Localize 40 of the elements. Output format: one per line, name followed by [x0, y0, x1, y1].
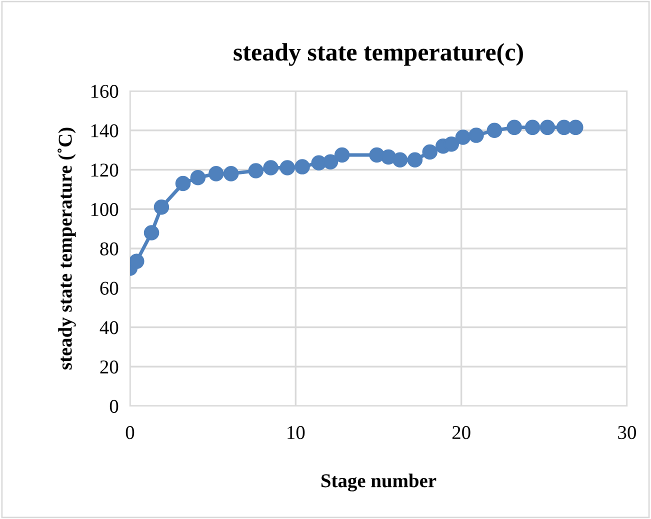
point [208, 166, 224, 182]
point [294, 159, 310, 174]
x-tick-label: 10 [288, 426, 305, 440]
point [248, 163, 264, 178]
y-tick-label: 120 [91, 164, 118, 177]
y-tick-label: 60 [100, 282, 118, 295]
y-tick-label: 100 [91, 202, 118, 216]
point [175, 176, 191, 192]
point [154, 200, 170, 215]
y-tick-label: 80 [100, 242, 118, 256]
point [144, 225, 160, 240]
point [190, 170, 206, 186]
y-axis-title: steady state temperature (˚C) [58, 128, 76, 370]
point [506, 120, 522, 136]
point [280, 160, 296, 176]
y-tick-label: 160 [91, 84, 118, 98]
point [130, 254, 144, 269]
x-tick-label: 0 [126, 426, 134, 440]
point [540, 120, 556, 136]
point [263, 160, 278, 176]
point [223, 166, 239, 182]
point [524, 120, 540, 136]
point [444, 136, 460, 152]
y-tick-label: 40 [100, 321, 118, 334]
y-tick-label: 0 [110, 400, 118, 413]
x-tick-label: 30 [618, 426, 636, 440]
point [486, 122, 502, 138]
chart-title: steady state temperature(c) [234, 43, 523, 66]
point [455, 130, 471, 145]
point [322, 154, 338, 170]
point [468, 128, 484, 143]
point [422, 144, 438, 160]
y-tick-label: 20 [100, 360, 118, 374]
point [334, 147, 350, 163]
x-tick-label: 20 [452, 426, 470, 440]
point [407, 152, 423, 168]
x-axis-title: Stage number [321, 474, 436, 492]
y-tick-label: 140 [91, 124, 118, 138]
point [568, 120, 584, 136]
point [392, 152, 408, 168]
